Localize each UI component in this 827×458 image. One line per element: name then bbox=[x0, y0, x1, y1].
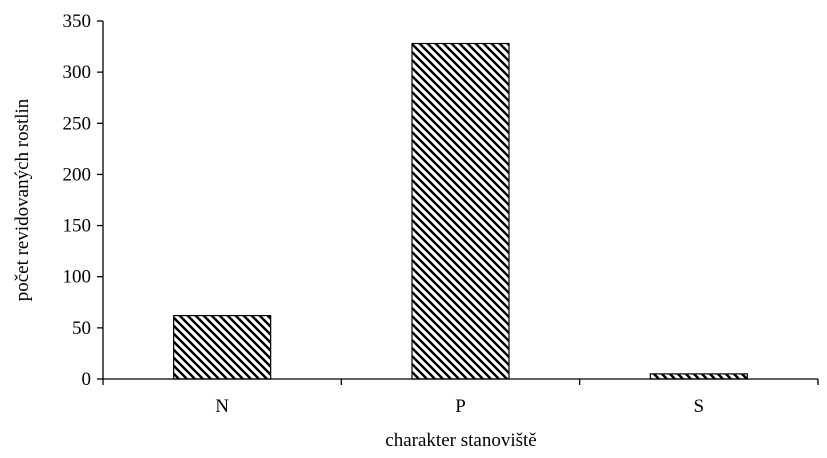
x-tick-label: S bbox=[694, 396, 705, 417]
x-axis-ticks bbox=[102, 379, 819, 385]
y-axis-ticks bbox=[97, 20, 103, 380]
y-tick-label: 100 bbox=[63, 267, 92, 288]
y-tick-label: 250 bbox=[63, 113, 92, 134]
y-tick-label: 200 bbox=[63, 164, 92, 185]
y-tick-label: 0 bbox=[82, 369, 92, 390]
y-axis-label: počet revidovaných rostlin bbox=[12, 98, 33, 301]
y-tick-label: 300 bbox=[63, 62, 92, 83]
x-tick-label: N bbox=[215, 396, 229, 417]
bars bbox=[173, 42, 748, 380]
bar-N bbox=[173, 314, 272, 380]
tick-labels: 0 50 100 150 200 250 300 350 N P S bbox=[63, 11, 705, 417]
bar-P bbox=[411, 42, 510, 380]
bar-S bbox=[649, 373, 748, 380]
y-tick-label: 150 bbox=[63, 216, 92, 237]
x-axis-label: charakter stanoviště bbox=[385, 430, 536, 451]
y-tick-label: 50 bbox=[72, 318, 91, 339]
y-tick-label: 350 bbox=[63, 11, 92, 32]
x-tick-label: P bbox=[455, 396, 466, 417]
